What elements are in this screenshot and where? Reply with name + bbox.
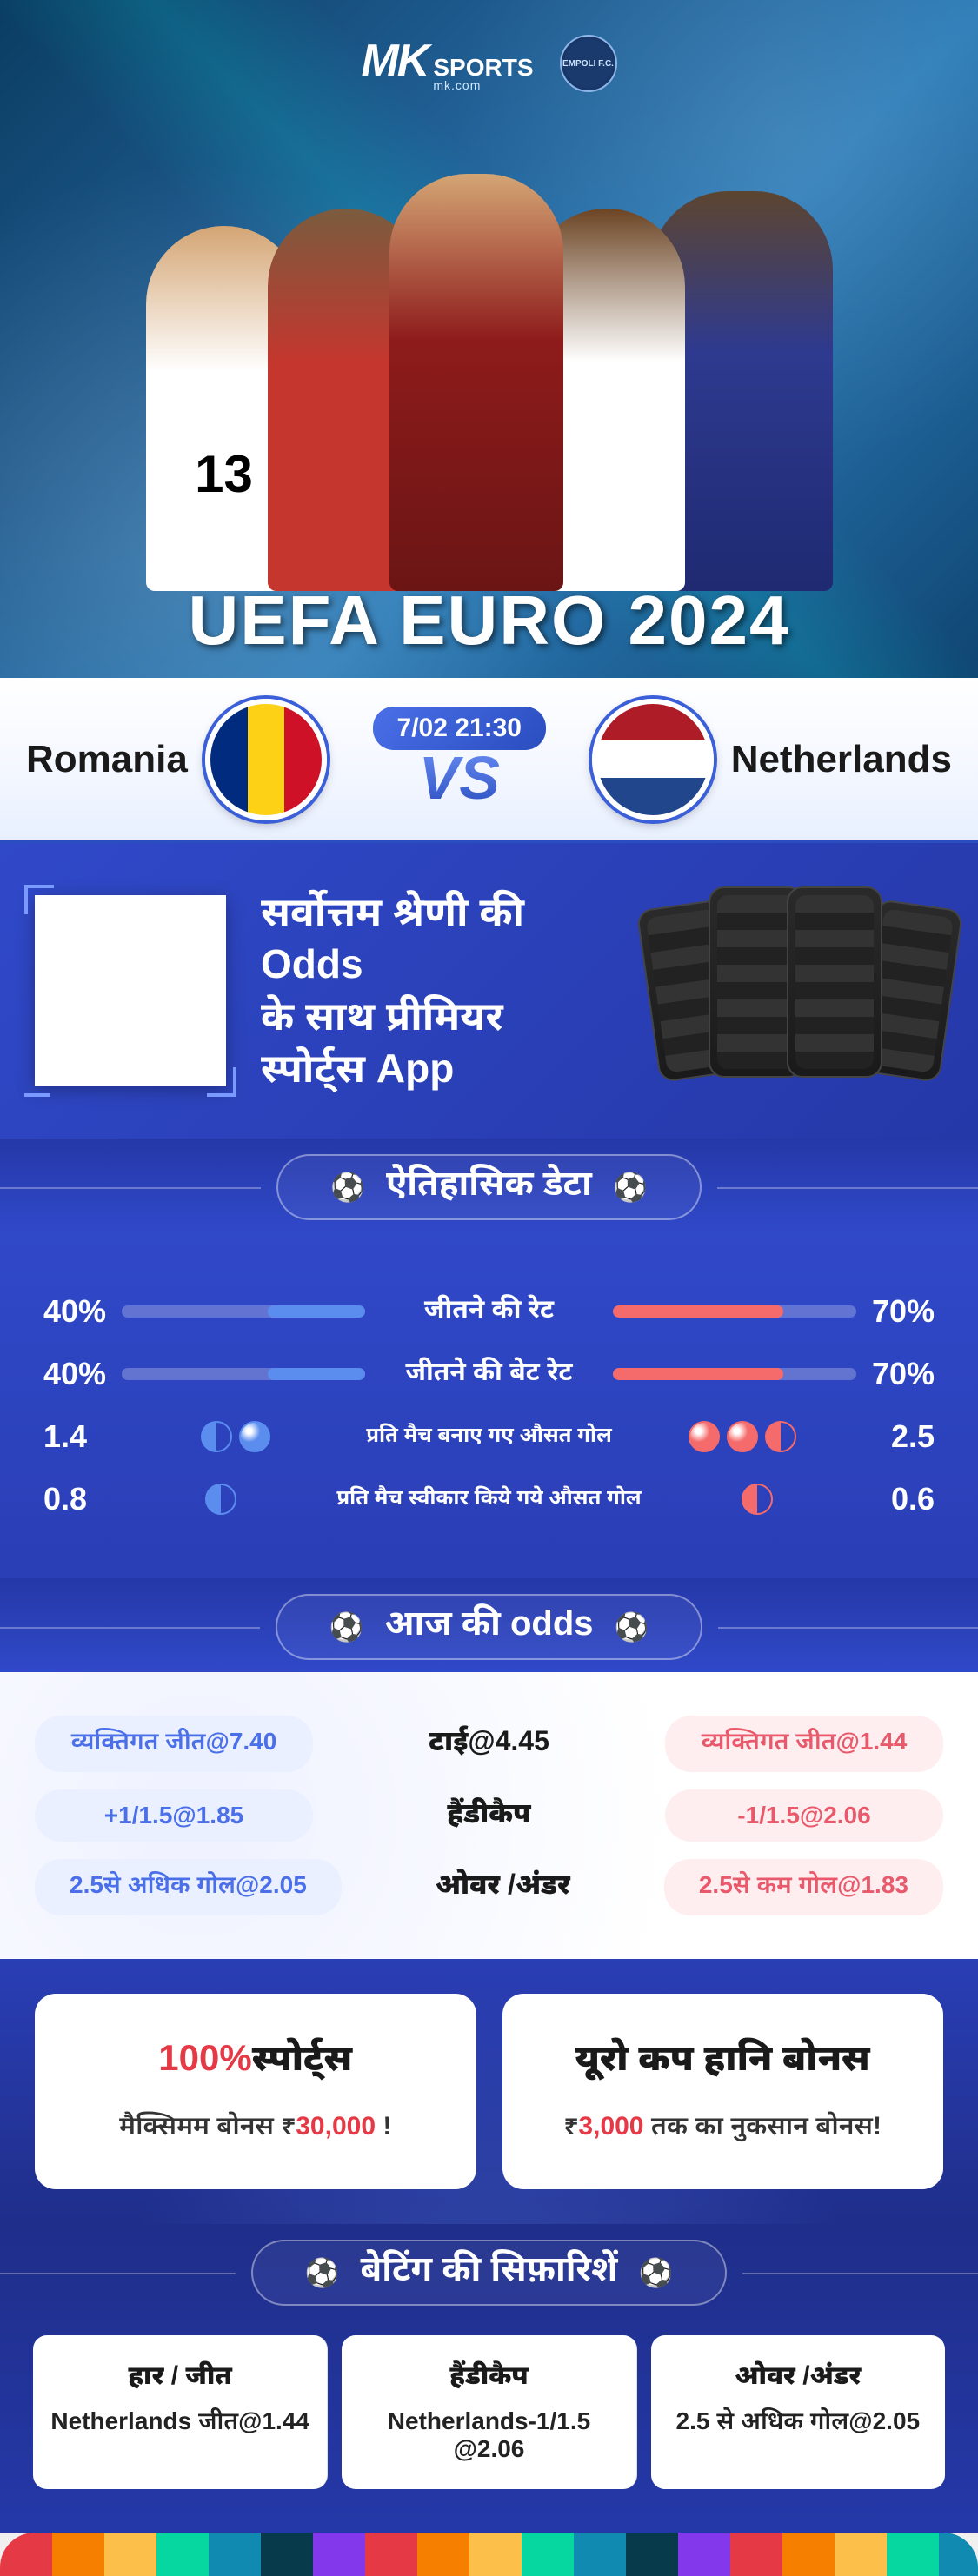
brand-logo: MK SPORTS mk.com (361, 35, 533, 92)
odds-center: ओवर /अंडर (342, 1869, 664, 1906)
ball-icon: ⚽ (305, 2256, 340, 2289)
partner-badge: EMPOLI F.C. (560, 35, 617, 92)
reco-val: Netherlands-1/1.5 @2.06 (359, 2407, 618, 2463)
promo-text: सर्वोत्तम श्रेणी की Odds के साथ प्रीमियर… (261, 886, 613, 1094)
hist-right-val: 70% (856, 1356, 935, 1392)
ball-icon: ⚽ (615, 1610, 649, 1643)
reco-title: हार / जीत (50, 2361, 309, 2395)
historical-title: ऐतिहासिक डेटा (386, 1165, 592, 1210)
match-header: Romania 7/02 21:30 VS Netherlands (0, 678, 978, 843)
reco-title: हैंडीकैप (359, 2361, 618, 2395)
odds-left[interactable]: 2.5से अधिक गोल@2.05 (35, 1859, 342, 1915)
ball-icon: ⚽ (638, 2256, 673, 2289)
recommend-section: ⚽ बेटिंग की सिफ़ारिशें ⚽ हार / जीत Nethe… (0, 2224, 978, 2533)
bonus-sub-1: मैक्सिमम बोनस ₹30,000 ! (70, 2112, 442, 2146)
hero-banner: MK SPORTS mk.com EMPOLI F.C. 13 UEFA EUR… (0, 0, 978, 678)
bonus-section: 100%स्पोर्ट्स मैक्सिमम बोनस ₹30,000 ! यू… (0, 1959, 978, 2224)
hist-bar-right (613, 1305, 783, 1318)
hist-label: जीतने की रेट (365, 1295, 613, 1329)
reco-card[interactable]: हार / जीत Netherlands जीत@1.44 (33, 2335, 328, 2489)
odds-row: +1/1.5@1.85 हैंडीकैप -1/1.5@2.06 (35, 1789, 943, 1842)
odds-section: व्यक्तिगत जीत@7.40 टाई@4.45 व्यक्तिगत जी… (0, 1672, 978, 1959)
odds-row: व्यक्तिगत जीत@7.40 टाई@4.45 व्यक्तिगत जी… (35, 1716, 943, 1772)
bonus-sub-2: ₹3,000 तक का नुकसान बोनस! (537, 2112, 909, 2146)
reco-val: Netherlands जीत@1.44 (50, 2407, 309, 2440)
odds-left[interactable]: +1/1.5@1.85 (35, 1789, 313, 1842)
brand-mk: MK (361, 35, 428, 87)
bonus-title-2: यूरो कप हानि बोनस (537, 2037, 909, 2086)
hist-left-val: 40% (43, 1293, 122, 1330)
hist-left-val: 0.8 (43, 1481, 122, 1517)
promo-section: सर्वोत्तम श्रेणी की Odds के साथ प्रीमियर… (0, 843, 978, 1139)
odds-left[interactable]: व्यक्तिगत जीत@7.40 (35, 1716, 313, 1772)
ball-icon: ⚽ (613, 1171, 648, 1204)
team-b-name: Netherlands (731, 738, 952, 781)
odds-row: 2.5से अधिक गोल@2.05 ओवर /अंडर 2.5से कम ग… (35, 1859, 943, 1915)
goals-right-icons (629, 1421, 856, 1452)
promo-phones-graphic (648, 886, 943, 1095)
hist-right-val: 0.6 (856, 1481, 935, 1517)
players-graphic: 13 (0, 156, 978, 591)
bonus-card-1[interactable]: 100%स्पोर्ट्स मैक्सिमम बोनस ₹30,000 ! (35, 1994, 476, 2189)
reco-title: ओवर /अंडर (669, 2361, 928, 2395)
reco-card[interactable]: हैंडीकैप Netherlands-1/1.5 @2.06 (342, 2335, 636, 2489)
historical-header: ⚽ ऐतिहासिक डेटा ⚽ (0, 1139, 978, 1232)
odds-right[interactable]: -1/1.5@2.06 (665, 1789, 943, 1842)
hist-right-val: 70% (856, 1293, 935, 1330)
goals-left-icons (122, 1484, 319, 1515)
hist-bar-left (268, 1305, 365, 1318)
flag-netherlands (592, 699, 714, 820)
hist-right-val: 2.5 (856, 1418, 935, 1455)
reco-val: 2.5 से अधिक गोल@2.05 (669, 2407, 928, 2440)
historical-data: 40% जीतने की रेट 70% 40% जीतने की बेट रे… (0, 1232, 978, 1578)
promo-line-1: सर्वोत्तम श्रेणी की Odds (261, 886, 613, 991)
reco-card[interactable]: ओवर /अंडर 2.5 से अधिक गोल@2.05 (651, 2335, 945, 2489)
hist-left-val: 40% (43, 1356, 122, 1392)
qr-code[interactable] (35, 895, 226, 1086)
odds-title: आज की odds (384, 1604, 593, 1650)
recommend-title: बेटिंग की सिफ़ारिशें (361, 2250, 618, 2295)
brand-domain: mk.com (433, 78, 533, 92)
promo-line-2: के साथ प्रीमियर स्पोर्ट्स App (261, 991, 613, 1095)
match-vs: VS (373, 743, 546, 813)
hist-label: प्रति मैच बनाए गए औसत गोल (366, 1423, 612, 1451)
footer-strip (0, 2533, 978, 2576)
ball-icon: ⚽ (329, 1610, 364, 1643)
flag-romania (205, 699, 327, 820)
brand-row: MK SPORTS mk.com EMPOLI F.C. (361, 35, 616, 92)
hist-label: प्रति मैच स्वीकार किये गये औसत गोल (336, 1485, 641, 1513)
odds-center: हैंडीकैप (313, 1797, 665, 1835)
match-center: 7/02 21:30 VS (373, 707, 546, 813)
team-a: Romania (26, 699, 327, 820)
odds-right[interactable]: व्यक्तिगत जीत@1.44 (665, 1716, 943, 1772)
hist-row-goals-scored: 1.4 प्रति मैच बनाए गए औसत गोल 2.5 (43, 1418, 935, 1455)
hist-left-val: 1.4 (43, 1418, 122, 1455)
hist-row-winrate: 40% जीतने की रेट 70% (43, 1293, 935, 1330)
ball-icon: ⚽ (330, 1171, 365, 1204)
team-b: Netherlands (592, 699, 952, 820)
odds-header: ⚽ आज की odds ⚽ (0, 1578, 978, 1672)
hist-bar-right (613, 1368, 783, 1380)
hist-row-betrate: 40% जीतने की बेट रेट 70% (43, 1356, 935, 1392)
bonus-title-1: 100%स्पोर्ट्स (70, 2037, 442, 2086)
team-a-name: Romania (26, 738, 188, 781)
odds-right[interactable]: 2.5से कम गोल@1.83 (664, 1859, 943, 1915)
hero-title: UEFA EURO 2024 (0, 581, 978, 661)
hist-label: जीतने की बेट रेट (365, 1358, 613, 1391)
goals-right-icons (659, 1484, 856, 1515)
goals-left-icons (122, 1421, 349, 1452)
odds-center: टाई@4.45 (313, 1725, 665, 1763)
hist-row-goals-conceded: 0.8 प्रति मैच स्वीकार किये गये औसत गोल 0… (43, 1481, 935, 1517)
bonus-card-2[interactable]: यूरो कप हानि बोनस ₹3,000 तक का नुकसान बो… (502, 1994, 944, 2189)
hist-bar-left (268, 1368, 365, 1380)
